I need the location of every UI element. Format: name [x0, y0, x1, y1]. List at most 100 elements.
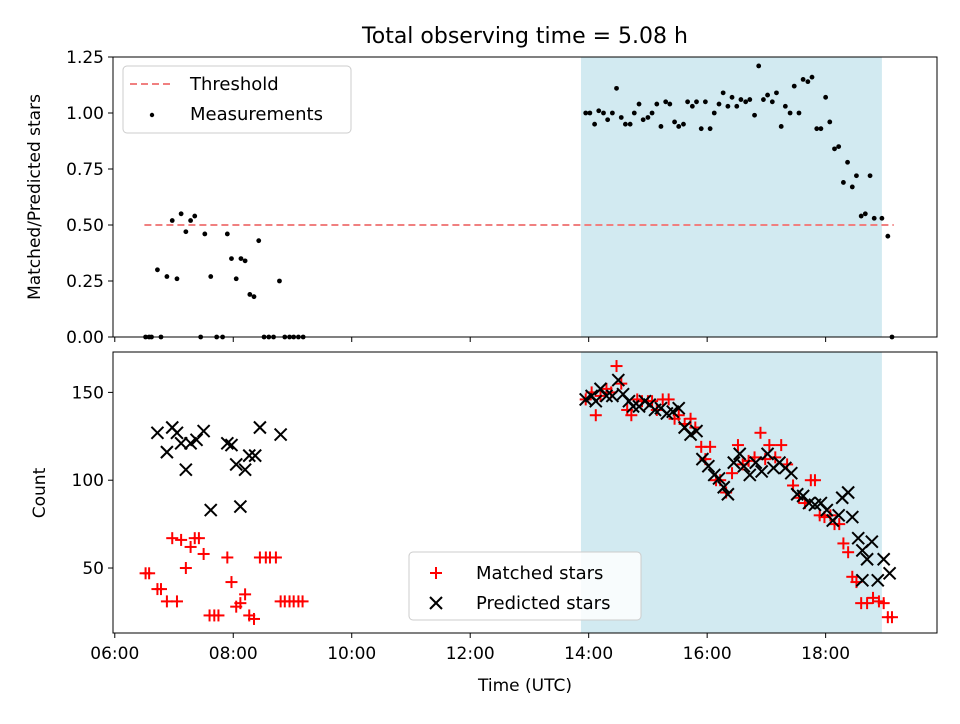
- measurement-point: [202, 231, 208, 237]
- measurement-point: [614, 85, 619, 91]
- predicted-point: [626, 399, 640, 414]
- matched-point: [170, 595, 183, 608]
- predicted-point-b: [717, 480, 731, 494]
- measurement-point: [636, 101, 642, 107]
- predicted-point: [666, 405, 680, 419]
- measurement-point: [814, 126, 820, 132]
- predicted-point-b: [189, 433, 204, 447]
- predicted-point: [717, 480, 731, 494]
- observing-window-top: [580, 57, 882, 337]
- measurement-point: [609, 110, 615, 116]
- measurement-point: [592, 121, 598, 127]
- matched-point: [775, 439, 788, 452]
- predicted-point-b: [802, 496, 816, 510]
- measurement-point: [174, 276, 180, 282]
- predicted-point: [242, 448, 256, 463]
- measurement-point: [188, 218, 194, 223]
- matched-point: [808, 474, 821, 487]
- predicted-point-b: [851, 531, 865, 545]
- legend-predicted-label: Predicted stars: [476, 593, 610, 614]
- predicted-point-b: [196, 424, 211, 438]
- predicted-point-b: [754, 464, 769, 479]
- predicted-point: [238, 462, 252, 477]
- legend-measurements-label: Measurements: [190, 104, 323, 125]
- measurement-point: [761, 97, 766, 102]
- measurement-point: [809, 74, 815, 80]
- predicted-point-b: [712, 471, 726, 486]
- predicted-point: [160, 445, 174, 459]
- ratio-panel-frame: [112, 56, 938, 338]
- predicted-point-b: [242, 448, 256, 463]
- measurement-point: [242, 258, 248, 264]
- matched-point: [589, 409, 602, 422]
- predicted-point-b: [233, 499, 248, 514]
- matched-point: [247, 612, 260, 625]
- predicted-point: [841, 485, 855, 500]
- predicted-point-b: [626, 399, 640, 414]
- count-panel-frame: [112, 351, 938, 634]
- predicted-point-b: [204, 503, 218, 517]
- measurement-point: [178, 211, 184, 217]
- measurement-point: [676, 124, 682, 129]
- measurement-point: [765, 92, 770, 98]
- matched-point: [225, 576, 238, 589]
- measurement-point: [247, 292, 253, 297]
- measurement-point: [707, 126, 713, 132]
- measurement-point: [743, 99, 749, 105]
- predicted-point: [179, 462, 193, 477]
- measurement-point: [818, 126, 824, 132]
- ratio-y-tick-label: 0.50: [66, 216, 104, 236]
- predicted-point-b: [611, 373, 626, 387]
- predicted-point-b: [170, 426, 184, 440]
- x-tick-label: 18:00: [801, 644, 850, 664]
- measurement-point: [164, 274, 170, 279]
- predicted-point: [599, 389, 614, 403]
- predicted-point-b: [174, 436, 188, 451]
- measurement-point: [183, 229, 189, 235]
- measurement-point: [658, 124, 664, 129]
- measurement-point: [738, 97, 744, 102]
- ratio-y-label: Matched/Predicted stars: [25, 94, 45, 300]
- predicted-point-b: [871, 573, 885, 588]
- predicted-point: [224, 438, 239, 452]
- count-y-tick-label: 100: [72, 471, 104, 491]
- legend-predicted-swatch: [429, 596, 443, 610]
- count-legend-box: [408, 551, 642, 621]
- measurement-point: [774, 90, 779, 96]
- measurement-point: [787, 110, 793, 116]
- predicted-point: [845, 510, 859, 524]
- measurement-point: [756, 63, 762, 69]
- x-tick-label: 10:00: [327, 644, 376, 664]
- predicted-point-b: [160, 445, 174, 459]
- predicted-point: [712, 471, 726, 486]
- count-panel: 50 100 150 06:00 08:00 10:00 12:00 14:00 16:00 1…: [30, 351, 938, 696]
- measurement-point: [827, 119, 833, 125]
- predicted-point: [733, 447, 747, 461]
- measurement-point: [854, 173, 859, 179]
- predicted-point: [253, 420, 267, 435]
- matched-point: [731, 439, 744, 452]
- measurement-point: [800, 77, 806, 82]
- measurement-point: [871, 215, 877, 221]
- x-tick-label: 06:00: [90, 644, 139, 664]
- legend-matched-label: Matched stars: [476, 563, 603, 584]
- matched-point: [296, 595, 309, 608]
- predicted-point-b: [695, 452, 710, 466]
- predicted-point: [189, 433, 204, 447]
- matched-point: [197, 547, 210, 560]
- predicted-point-b: [253, 420, 267, 435]
- measurement-point: [663, 99, 669, 105]
- predicted-point: [248, 448, 262, 463]
- measurement-point: [583, 110, 589, 116]
- measurement-point: [849, 184, 855, 190]
- measurement-point: [805, 79, 811, 85]
- matched-point: [842, 546, 855, 559]
- legend-predicted-marker: [429, 596, 443, 610]
- measurement-point: [725, 103, 731, 109]
- measurement-point: [208, 274, 214, 279]
- measurement-point: [645, 115, 651, 120]
- matched-point: [234, 597, 247, 610]
- predicted-point-b: [273, 427, 288, 442]
- predicted-point-b: [876, 552, 891, 566]
